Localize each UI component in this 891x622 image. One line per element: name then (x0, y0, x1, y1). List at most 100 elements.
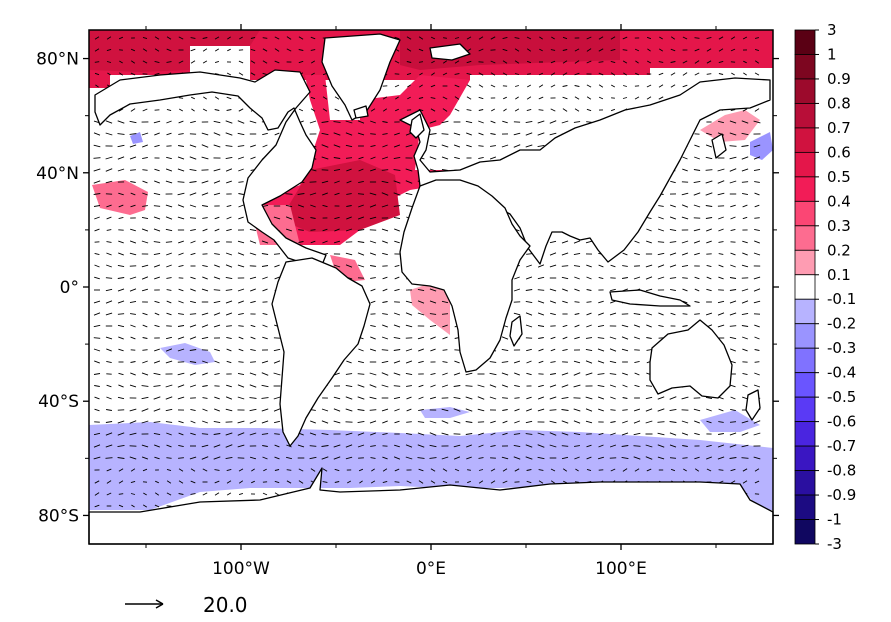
wind-vector (430, 372, 436, 376)
wind-vector (105, 421, 113, 423)
wind-vector (741, 120, 749, 124)
wind-vector (263, 468, 267, 472)
wind-vector (357, 373, 365, 375)
wind-vector (574, 481, 580, 483)
wind-vector (381, 156, 389, 160)
wind-vector (262, 144, 268, 148)
wind-vector (250, 288, 256, 292)
wind-vector (141, 456, 149, 460)
wind-vector (226, 109, 232, 111)
wind-vector (249, 276, 257, 280)
wind-vector (513, 456, 521, 460)
wind-vector (465, 421, 473, 423)
colorbar-swatch (794, 323, 816, 349)
wind-vector (321, 132, 329, 136)
wind-vector (429, 324, 437, 328)
wind-vector (154, 312, 160, 316)
wind-vector (311, 85, 315, 87)
wind-vector (754, 228, 760, 232)
wind-vector (238, 312, 244, 316)
wind-vector (130, 480, 136, 484)
wind-vector (190, 240, 196, 244)
wind-vector (345, 144, 353, 148)
wind-vector (574, 324, 580, 328)
wind-vector (478, 120, 484, 124)
wind-vector (141, 228, 149, 232)
wind-vector (634, 360, 640, 364)
wind-vector (742, 372, 748, 376)
wind-vector (466, 444, 472, 448)
wind-vector (118, 108, 124, 112)
wind-vector (597, 384, 605, 388)
wind-vector (633, 420, 641, 424)
wind-vector (647, 48, 651, 52)
colorbar-swatch (794, 54, 816, 80)
wind-vector (550, 312, 556, 316)
wind-vector (129, 252, 137, 256)
wind-vector (333, 444, 341, 448)
wind-vector (106, 48, 112, 52)
wind-vector (514, 420, 520, 424)
wind-vector (93, 132, 101, 136)
wind-vector (213, 276, 221, 280)
wind-vector (550, 348, 556, 352)
wind-vector (682, 84, 688, 88)
wind-vector (742, 216, 748, 220)
wind-vector (441, 456, 449, 460)
wind-vector (586, 468, 592, 472)
wind-vector (238, 361, 244, 363)
wind-vector (429, 300, 437, 304)
wind-vector (561, 456, 569, 460)
wind-vector (321, 180, 329, 184)
wind-vector (717, 312, 725, 316)
wind-vector (285, 204, 293, 208)
wind-vector (369, 216, 377, 220)
wind-vector (395, 108, 399, 112)
wind-vector (610, 84, 616, 88)
wind-vector (706, 408, 712, 412)
wind-vector (201, 156, 209, 160)
wind-vector (610, 36, 616, 40)
wind-vector (502, 36, 508, 40)
wind-vector (670, 48, 676, 52)
wind-vector (250, 72, 256, 76)
south-america-outline (271, 257, 371, 447)
reference-vector-label: 20.0 (203, 593, 248, 617)
wind-vector (754, 217, 760, 219)
wind-vector (118, 36, 124, 40)
wind-vector (645, 444, 653, 448)
wind-vector (334, 96, 340, 100)
wind-vector (430, 97, 436, 99)
wind-vector (334, 228, 340, 232)
wind-vector (598, 444, 604, 448)
wind-vector (129, 420, 137, 424)
wind-vector (621, 445, 629, 447)
wind-vector (730, 264, 736, 268)
wind-vector (298, 216, 304, 220)
colorbar-label: 0.2 (827, 241, 851, 259)
wind-vector (741, 145, 749, 147)
wind-vector (106, 384, 112, 388)
wind-vector (658, 48, 664, 52)
wind-vector (561, 432, 569, 436)
wind-vector (273, 372, 281, 376)
wind-vector (117, 313, 125, 315)
wind-vector (381, 169, 389, 171)
wind-vector (693, 180, 701, 184)
wind-vector (525, 144, 533, 148)
wind-vector (442, 372, 448, 376)
wind-vector (550, 480, 556, 484)
wind-vector (346, 180, 352, 184)
wind-vector (214, 408, 220, 412)
wind-vector (165, 204, 173, 208)
wind-vector (202, 360, 208, 364)
wind-vector (381, 384, 389, 388)
wind-vector (274, 36, 280, 40)
wind-vector (93, 444, 101, 448)
wind-vector (526, 60, 532, 64)
wind-vector (669, 252, 677, 256)
wind-vector (729, 168, 737, 172)
wind-vector (729, 145, 737, 147)
wind-vector (382, 96, 388, 100)
madagascar-outline (509, 315, 523, 347)
